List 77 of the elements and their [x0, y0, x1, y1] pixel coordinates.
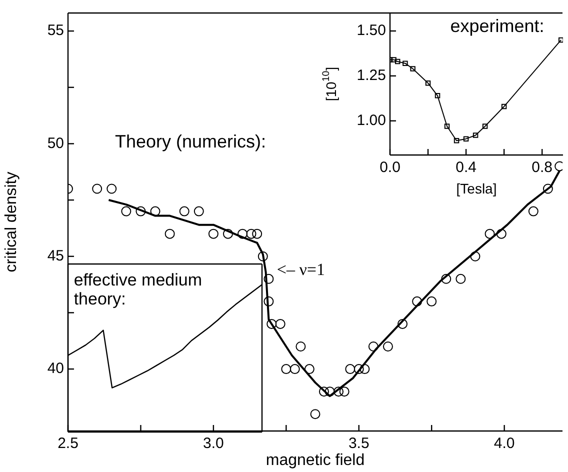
- point: [444, 124, 450, 129]
- point: [275, 318, 286, 329]
- x-axis-title: [Tesla]: [456, 180, 497, 196]
- x-tick-label: 3.5: [348, 435, 370, 452]
- y-tick-label: 45: [47, 248, 64, 265]
- point: [456, 274, 466, 284]
- x-tick-label: 0.4: [456, 159, 476, 176]
- y-tick-label: 55: [47, 22, 64, 40]
- point: [324, 386, 335, 397]
- point: [402, 60, 408, 66]
- point: [334, 386, 344, 397]
- point: [484, 228, 495, 239]
- point: [208, 228, 218, 239]
- point: [252, 228, 262, 239]
- point: [558, 37, 563, 43]
- point: [412, 296, 422, 306]
- point: [121, 206, 132, 216]
- point: [472, 132, 478, 138]
- y-tick-label: 50: [47, 134, 64, 152]
- x-tick-label: 0.0: [380, 159, 400, 176]
- point: [264, 274, 274, 284]
- point: [136, 206, 146, 216]
- x-tick-label: 4.0: [494, 435, 515, 452]
- point: [194, 206, 204, 216]
- point: [501, 104, 507, 110]
- point: [318, 386, 329, 397]
- point: [164, 228, 175, 239]
- point: [368, 342, 378, 352]
- point: [296, 342, 306, 352]
- y-tick-label: 40: [47, 360, 64, 378]
- point: [394, 58, 400, 64]
- annotation: experiment:: [450, 16, 544, 36]
- y-axis-title: [1010]: [321, 66, 339, 102]
- point: [150, 206, 160, 216]
- x-tick-label: 3.0: [203, 435, 224, 452]
- point: [496, 228, 506, 239]
- y-axis-title: critical density: [3, 172, 20, 272]
- y-tick-label: 1.25: [356, 67, 386, 84]
- point: [391, 57, 396, 62]
- point: [106, 184, 117, 194]
- point: [246, 228, 256, 239]
- point: [470, 251, 480, 262]
- point: [264, 296, 274, 306]
- x-axis-title: magnetic field: [266, 452, 365, 469]
- point: [290, 364, 300, 374]
- point: [266, 318, 277, 329]
- point: [304, 364, 314, 374]
- point: [339, 386, 350, 397]
- point: [454, 138, 460, 144]
- point: [281, 364, 292, 374]
- y-tick-label: 1.00: [356, 112, 386, 129]
- point: [482, 124, 488, 129]
- point: [345, 364, 356, 374]
- point: [410, 66, 416, 72]
- point: [354, 364, 364, 374]
- point: [258, 251, 268, 262]
- point: [425, 80, 431, 86]
- point: [542, 184, 553, 194]
- point: [441, 274, 452, 284]
- point: [179, 206, 190, 216]
- point: [382, 342, 393, 352]
- point: [398, 318, 408, 329]
- point: [92, 184, 102, 194]
- y-tick-label: 1.50: [356, 22, 386, 40]
- point: [238, 228, 248, 239]
- x-tick-label: 0.8: [532, 159, 553, 176]
- point: [463, 136, 469, 142]
- point: [434, 93, 440, 98]
- annotation: effective medium theory:: [74, 270, 202, 308]
- point: [222, 228, 233, 239]
- point: [528, 206, 538, 216]
- annotation: Theory (numerics):: [114, 132, 266, 152]
- x-tick-label: 2.5: [58, 435, 78, 452]
- annotation: <– ν=1: [276, 260, 326, 279]
- point: [426, 296, 437, 306]
- point: [310, 409, 320, 420]
- point: [360, 364, 370, 374]
